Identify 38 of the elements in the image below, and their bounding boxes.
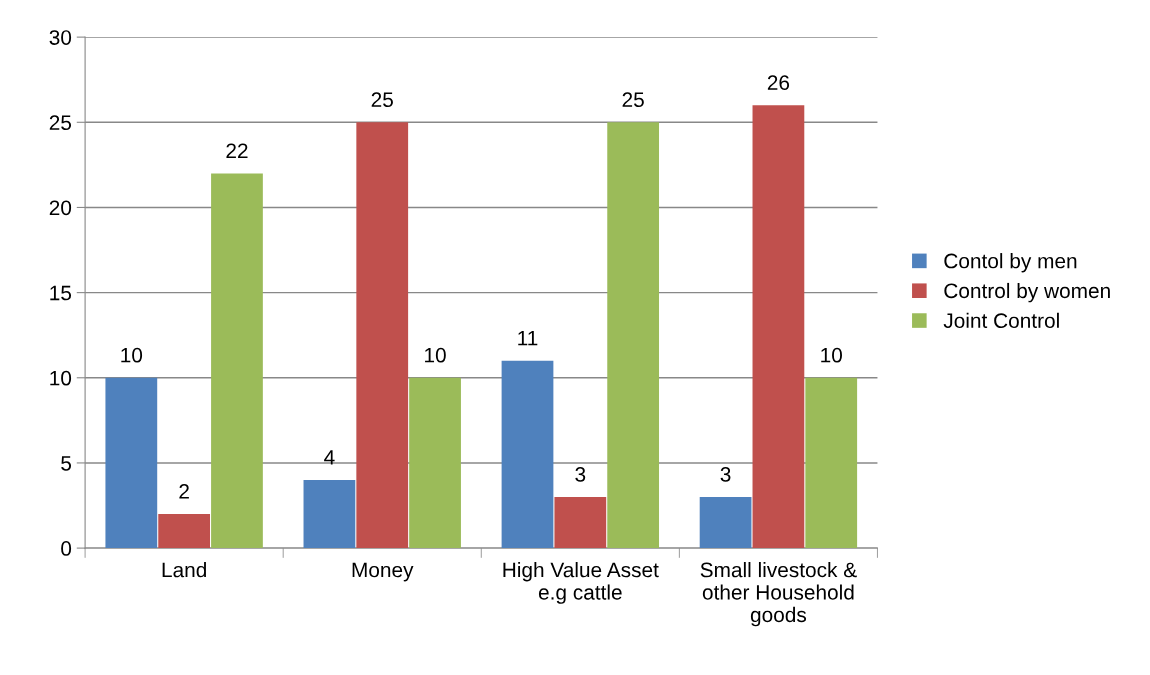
legend-label: Joint Control [943,312,1059,329]
legend-label: Contol by men [944,253,1077,273]
y-tick-label: 20 [49,200,72,216]
y-tick-label: 0 [61,541,72,556]
bar [211,173,263,549]
data-label: 10 [821,347,842,363]
bar [105,377,158,549]
data-label: 25 [622,92,644,108]
data-label: 10 [121,347,143,363]
y-tick-label: 25 [49,115,72,131]
bar [501,360,554,549]
y-tick-label: 10 [50,370,72,386]
x-tick-label: High Value Asset e.g cattle [503,561,659,604]
data-label: 4 [324,450,335,465]
legend-label: Control by women [944,282,1110,303]
bar [699,497,752,549]
bar [752,105,805,549]
x-tick-label: Money [352,562,414,582]
y-tick-label: 30 [49,30,72,45]
bar [607,122,660,549]
bar [356,122,409,549]
y-tick-label: 5 [61,456,72,471]
data-label: 11 [518,330,538,346]
y-tick-label: 15 [50,285,72,301]
data-label: 25 [371,92,393,108]
bar [409,377,461,549]
x-tick-label: Small livestock & other Household goods [700,561,857,627]
data-label: 26 [767,75,790,91]
x-tick-label: Land [162,561,206,578]
data-label: 22 [226,143,248,158]
data-label: 3 [720,467,731,482]
bar [158,514,211,549]
data-label: 2 [179,484,189,499]
bar [303,479,356,549]
bar [554,497,607,549]
data-label: 10 [425,347,446,363]
data-label: 3 [575,467,586,482]
bar [805,377,858,549]
